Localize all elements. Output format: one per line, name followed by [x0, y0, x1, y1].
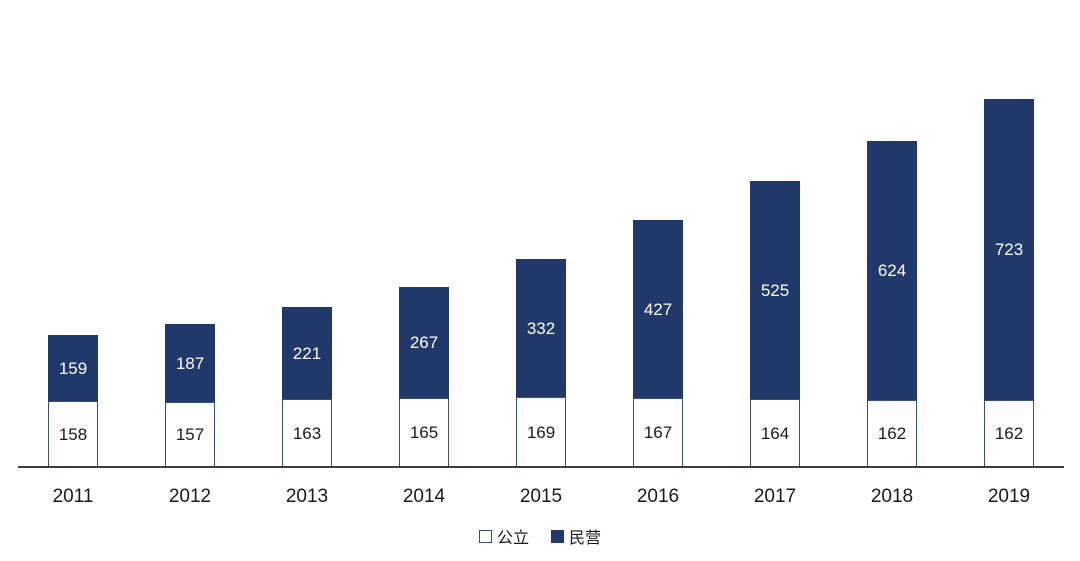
- bar-segment-private-2019: 723: [984, 99, 1034, 400]
- x-axis-tick-label-2011: 2011: [52, 486, 94, 507]
- bar-value-label-private: 723: [994, 240, 1024, 259]
- x-axis-tick-label-2018: 2018: [870, 486, 914, 507]
- legend: 公立 民营: [0, 524, 1080, 548]
- bar-2015: 332 169: [516, 259, 566, 467]
- bar-2017: 525 164: [750, 181, 800, 467]
- bar-value-label-public: 162: [994, 424, 1024, 443]
- bar-value-label-public: 163: [292, 423, 322, 443]
- bar-value-label-private: 525: [760, 280, 790, 300]
- bar-segment-public-2018: 162: [867, 400, 917, 467]
- legend-item-private: 民营: [551, 524, 601, 548]
- bar-2019: 723 162: [984, 99, 1034, 467]
- bar-segment-public-2011: 158: [48, 401, 98, 467]
- x-axis-tick-label-2017: 2017: [753, 486, 797, 507]
- x-axis-tick-label-2015: 2015: [519, 486, 563, 507]
- bar-segment-public-2016: 167: [633, 398, 683, 467]
- bar-segment-private-2014: 267: [399, 287, 449, 398]
- bar-segment-private-2016: 427: [633, 220, 683, 398]
- bar-2011: 159 158: [48, 335, 98, 467]
- x-axis-tick-label-2013: 2013: [285, 486, 329, 507]
- bar-segment-public-2013: 163: [282, 399, 332, 467]
- bar-segment-public-2014: 165: [399, 398, 449, 467]
- bar-value-label-private: 332: [526, 318, 556, 338]
- bar-segment-private-2012: 187: [165, 324, 215, 402]
- x-axis-tick-label-2014: 2014: [402, 486, 446, 507]
- legend-swatch-public-icon: [478, 529, 492, 543]
- x-axis-line: [18, 466, 1064, 468]
- bar-segment-public-2015: 169: [516, 397, 566, 467]
- bar-value-label-private: 187: [175, 353, 205, 373]
- bar-segment-public-2019: 162: [984, 400, 1034, 467]
- bar-value-label-private: 221: [292, 343, 322, 363]
- bar-2012: 187 157: [165, 324, 215, 467]
- legend-swatch-private-icon: [551, 529, 564, 543]
- bar-value-label-public: 164: [760, 423, 790, 443]
- bar-value-label-public: 157: [175, 425, 205, 444]
- bar-value-label-public: 162: [877, 424, 907, 443]
- bar-value-label-private: 159: [58, 358, 88, 378]
- bar-segment-private-2011: 159: [48, 335, 98, 401]
- bar-segment-private-2017: 525: [750, 181, 800, 399]
- bar-segment-private-2015: 332: [516, 259, 566, 397]
- legend-label-private: 民营: [569, 530, 602, 547]
- bar-value-label-public: 169: [526, 422, 556, 442]
- bar-value-label-public: 167: [643, 423, 673, 442]
- bar-segment-private-2013: 221: [282, 307, 332, 399]
- bar-value-label-private: 267: [409, 333, 439, 352]
- bar-value-label-public: 158: [58, 424, 88, 444]
- x-axis-tick-label-2016: 2016: [636, 486, 680, 507]
- bar-2014: 267 165: [399, 287, 449, 467]
- bar-2016: 427 167: [633, 220, 683, 467]
- legend-label-public: 公立: [496, 530, 529, 547]
- bar-segment-public-2017: 164: [750, 399, 800, 467]
- bar-segment-private-2018: 624: [867, 141, 917, 400]
- bar-2013: 221 163: [282, 307, 332, 467]
- bar-2018: 624 162: [867, 141, 917, 467]
- bar-segment-public-2012: 157: [165, 402, 215, 467]
- bar-value-label-private: 427: [643, 299, 673, 319]
- bar-value-label-private: 624: [877, 261, 907, 280]
- bar-value-label-public: 165: [409, 423, 439, 442]
- x-axis-tick-label-2019: 2019: [987, 486, 1031, 507]
- legend-item-public: 公立: [478, 524, 529, 548]
- x-axis-tick-label-2012: 2012: [168, 486, 212, 507]
